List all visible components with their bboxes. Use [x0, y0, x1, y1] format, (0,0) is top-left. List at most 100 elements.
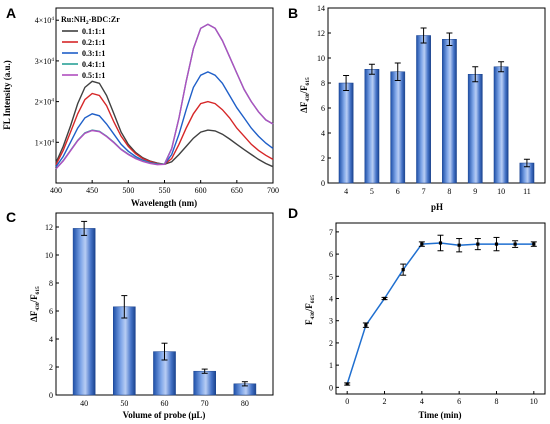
data-point [345, 382, 349, 386]
x-tick-label: 450 [86, 186, 98, 195]
panel-letter-c: C [6, 209, 16, 225]
bar [72, 228, 96, 396]
series-d [344, 234, 537, 386]
y-tick-label: 4 [49, 335, 53, 344]
y-tick-label: 2 [321, 154, 325, 163]
y-tick-label: 2×104 [35, 98, 55, 107]
x-tick-label: 400 [50, 186, 62, 195]
x-tick-label: 0 [345, 397, 349, 406]
x-tick-label: 600 [195, 186, 207, 195]
x-tick-label: 70 [201, 399, 209, 408]
bar [442, 39, 457, 184]
x-tick-label: 4 [420, 397, 424, 406]
bar [390, 71, 406, 184]
panel-b: B 0 2 4 6 8 10 12 14 4 5 6 7 8 9 10 11 pH ΔF430/F615 [288, 4, 546, 212]
y-tick-label: 3×104 [35, 57, 55, 66]
y-tick-label: 0 [321, 179, 325, 188]
y-tick-label: 10 [317, 54, 325, 63]
x-tick-label: 40 [80, 399, 88, 408]
x-tick-label: 550 [159, 186, 171, 195]
legend-title: Ru:NH2-BDC:Zr [61, 15, 120, 26]
panel-d: D 0 2 4 6 8 10 0 1 2 3 4 5 6 7 Time (min) F430/F615 [288, 205, 546, 420]
legend-entry: 0.5:1:1 [82, 71, 105, 80]
y-tick-label: 12 [317, 29, 325, 38]
y-tick-label: 2 [329, 339, 333, 348]
y-tick-label: 5 [329, 272, 333, 281]
plot-frame-b [327, 7, 546, 184]
x-tick-label: 8 [447, 187, 451, 196]
x-tick-label: 4 [344, 187, 348, 196]
data-point [457, 243, 461, 247]
x-axis-label-b: pH [431, 202, 443, 212]
data-point [476, 242, 480, 246]
plot-frame-d [335, 222, 546, 395]
x-tick-label: 10 [497, 187, 505, 196]
x-tick-label: 50 [120, 399, 128, 408]
data-point [513, 242, 517, 246]
series-line-0.3:1:1 [55, 71, 274, 168]
data-point [532, 242, 536, 246]
bars-c [72, 220, 257, 396]
x-tick-label: 6 [457, 397, 461, 406]
series-line-0.5:1:1 [55, 23, 274, 170]
legend-entry: 0.4:1:1 [82, 60, 105, 69]
y-tick-label: 6 [321, 104, 325, 113]
panel-a: A 400 450 500 550 600 650 700 1×104 2×104 3×104 4×… [2, 5, 279, 208]
x-tick-label: 9 [473, 187, 477, 196]
x-axis-label-c: Volume of probe (μL) [123, 410, 206, 420]
x-axis-label-d: Time (min) [418, 410, 461, 420]
legend-entry: 0.2:1:1 [82, 38, 105, 47]
y-axis-label-b: ΔF430/F615 [299, 77, 311, 113]
y-tick-label: 3 [329, 317, 333, 326]
y-tick-label: 6 [49, 307, 53, 316]
data-point [438, 241, 443, 245]
data-point [494, 242, 499, 246]
y-tick-label: 7 [329, 228, 333, 237]
y-tick-label: 4 [329, 295, 333, 304]
y-tick-label: 2 [49, 363, 53, 372]
y-tick-label: 6 [329, 250, 333, 259]
y-tick-label: 1 [329, 361, 333, 370]
x-tick-label: 5 [370, 187, 374, 196]
x-tick-label: 2 [383, 397, 387, 406]
x-tick-label: 11 [523, 187, 531, 196]
y-axis-label-d: F430/F615 [304, 295, 316, 325]
bar [113, 306, 136, 396]
panel-c: C 0 2 4 6 8 10 12 40 50 60 70 80 Volume of probe (μ… [6, 209, 274, 420]
series-line-0.2:1:1 [55, 92, 274, 166]
bar [193, 370, 216, 396]
x-tick-label: 500 [122, 186, 134, 195]
legend-entry: 0.3:1:1 [82, 49, 105, 58]
x-tick-label: 60 [161, 399, 169, 408]
bar [364, 69, 380, 184]
y-axis-label-a: FL Intensity (a.u.) [2, 60, 12, 130]
bar [338, 82, 354, 184]
axis-ticks-d: 0 2 4 6 8 10 0 1 2 3 4 5 6 7 [329, 228, 538, 406]
bars-b [338, 27, 535, 184]
bar [467, 74, 483, 184]
data-point [364, 323, 368, 327]
x-tick-label: 80 [241, 399, 249, 408]
bar [416, 35, 431, 184]
series-line-0.1:1:1 [55, 80, 274, 168]
legend-a: Ru:NH2-BDC:Zr 0.1:1:1 0.2:1:1 0.3:1:1 0.4:1… [61, 15, 120, 80]
y-tick-label: 4×104 [35, 16, 55, 25]
series-line [346, 242, 534, 385]
y-tick-label: 0 [329, 383, 333, 392]
panel-letter-a: A [6, 5, 16, 21]
series-lines-a [55, 23, 274, 170]
data-point [401, 268, 405, 272]
x-tick-label: 8 [494, 397, 498, 406]
panel-letter-d: D [288, 205, 298, 221]
y-tick-label: 0 [49, 391, 53, 400]
y-axis-label-c: ΔF430/F615 [29, 286, 41, 322]
x-tick-label: 6 [396, 187, 400, 196]
panel-letter-b: B [288, 5, 298, 21]
bar [493, 66, 509, 184]
x-tick-label: 7 [422, 187, 426, 196]
x-axis-label-a: Wavelength (nm) [131, 198, 197, 208]
y-tick-label: 14 [317, 4, 325, 13]
axis-ticks-a: 400 450 500 550 600 650 700 1×104 2×104 3×104 4×10… [35, 16, 279, 195]
x-tick-label: 10 [530, 397, 538, 406]
